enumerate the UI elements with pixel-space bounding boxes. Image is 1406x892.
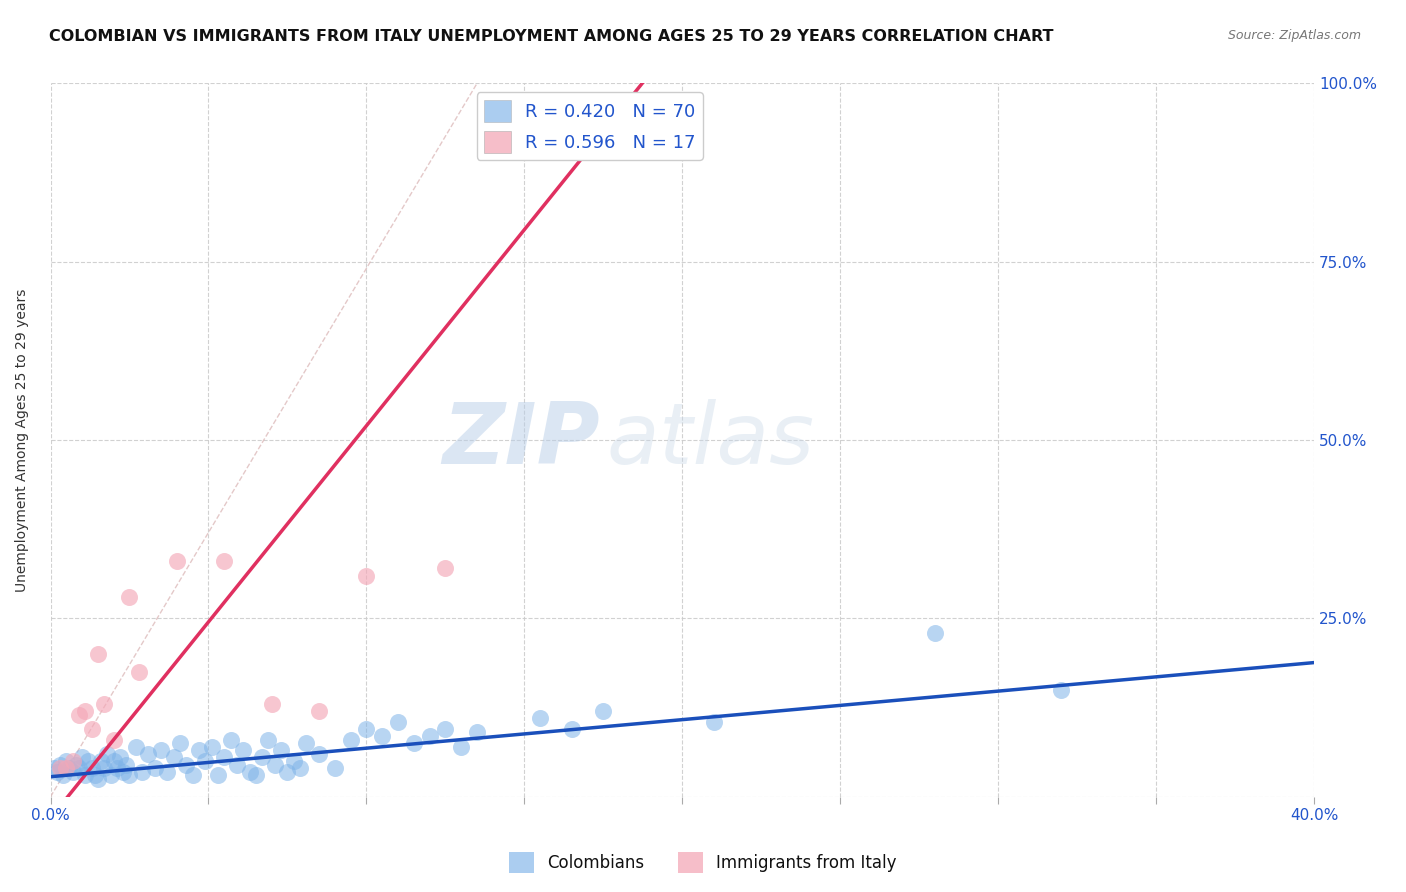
Point bbox=[83, 768, 105, 782]
Y-axis label: Unemployment Among Ages 25 to 29 years: Unemployment Among Ages 25 to 29 years bbox=[15, 288, 30, 591]
Point bbox=[201, 739, 224, 754]
Point bbox=[118, 768, 141, 782]
Point bbox=[112, 764, 135, 779]
Point bbox=[125, 739, 148, 754]
Point bbox=[115, 757, 138, 772]
Point bbox=[434, 722, 457, 736]
Point bbox=[260, 697, 283, 711]
Point bbox=[219, 732, 242, 747]
Point bbox=[263, 757, 285, 772]
Point bbox=[225, 757, 247, 772]
Point bbox=[169, 736, 191, 750]
Point bbox=[176, 757, 198, 772]
Point bbox=[128, 665, 150, 679]
Point bbox=[105, 761, 128, 775]
Point bbox=[62, 764, 84, 779]
Point bbox=[214, 554, 236, 568]
Point bbox=[465, 725, 488, 739]
Point bbox=[70, 750, 93, 764]
Point bbox=[276, 764, 298, 779]
Point bbox=[55, 754, 77, 768]
Point bbox=[245, 768, 267, 782]
Point bbox=[703, 714, 725, 729]
Point bbox=[80, 761, 103, 775]
Text: COLOMBIAN VS IMMIGRANTS FROM ITALY UNEMPLOYMENT AMONG AGES 25 TO 29 YEARS CORREL: COLOMBIAN VS IMMIGRANTS FROM ITALY UNEMP… bbox=[49, 29, 1053, 44]
Point bbox=[450, 739, 472, 754]
Point bbox=[257, 732, 280, 747]
Point bbox=[93, 761, 115, 775]
Point bbox=[67, 761, 90, 775]
Point bbox=[138, 747, 160, 761]
Point bbox=[93, 697, 115, 711]
Point bbox=[156, 764, 179, 779]
Point bbox=[67, 707, 90, 722]
Point bbox=[108, 750, 131, 764]
Point bbox=[45, 764, 67, 779]
Point bbox=[387, 714, 409, 729]
Point bbox=[62, 754, 84, 768]
Point bbox=[308, 704, 330, 718]
Point bbox=[87, 647, 110, 661]
Point bbox=[323, 761, 346, 775]
Point bbox=[207, 768, 229, 782]
Point bbox=[143, 761, 166, 775]
Point bbox=[592, 704, 614, 718]
Point bbox=[75, 704, 97, 718]
Point bbox=[1050, 682, 1073, 697]
Point bbox=[434, 561, 457, 575]
Point bbox=[49, 757, 72, 772]
Point bbox=[238, 764, 260, 779]
Point bbox=[118, 590, 141, 604]
Legend: Colombians, Immigrants from Italy: Colombians, Immigrants from Italy bbox=[502, 846, 904, 880]
Point bbox=[214, 750, 236, 764]
Point bbox=[103, 732, 125, 747]
Point bbox=[419, 729, 441, 743]
Point bbox=[188, 743, 211, 757]
Point bbox=[924, 625, 946, 640]
Point bbox=[371, 729, 394, 743]
Point bbox=[308, 747, 330, 761]
Point bbox=[163, 750, 186, 764]
Text: Source: ZipAtlas.com: Source: ZipAtlas.com bbox=[1227, 29, 1361, 42]
Point bbox=[356, 722, 378, 736]
Point bbox=[90, 754, 112, 768]
Point bbox=[131, 764, 153, 779]
Point bbox=[181, 768, 204, 782]
Point bbox=[529, 711, 551, 725]
Text: atlas: atlas bbox=[606, 399, 814, 482]
Point bbox=[150, 743, 173, 757]
Point bbox=[250, 750, 273, 764]
Point bbox=[58, 761, 80, 775]
Point bbox=[42, 761, 65, 775]
Point bbox=[87, 772, 110, 786]
Point bbox=[65, 757, 87, 772]
Point bbox=[49, 761, 72, 775]
Text: ZIP: ZIP bbox=[443, 399, 600, 482]
Point bbox=[166, 554, 188, 568]
Point bbox=[356, 568, 378, 582]
Point bbox=[100, 768, 122, 782]
Point bbox=[561, 722, 583, 736]
Point bbox=[96, 747, 118, 761]
Point bbox=[80, 722, 103, 736]
Point bbox=[194, 754, 217, 768]
Point bbox=[270, 743, 292, 757]
Point bbox=[75, 768, 97, 782]
Point bbox=[232, 743, 254, 757]
Point bbox=[77, 754, 100, 768]
Point bbox=[295, 736, 318, 750]
Legend: R = 0.420   N = 70, R = 0.596   N = 17: R = 0.420 N = 70, R = 0.596 N = 17 bbox=[477, 93, 703, 160]
Point bbox=[103, 754, 125, 768]
Point bbox=[283, 754, 305, 768]
Point bbox=[55, 761, 77, 775]
Point bbox=[402, 736, 425, 750]
Point bbox=[288, 761, 311, 775]
Point bbox=[339, 732, 361, 747]
Point bbox=[52, 768, 75, 782]
